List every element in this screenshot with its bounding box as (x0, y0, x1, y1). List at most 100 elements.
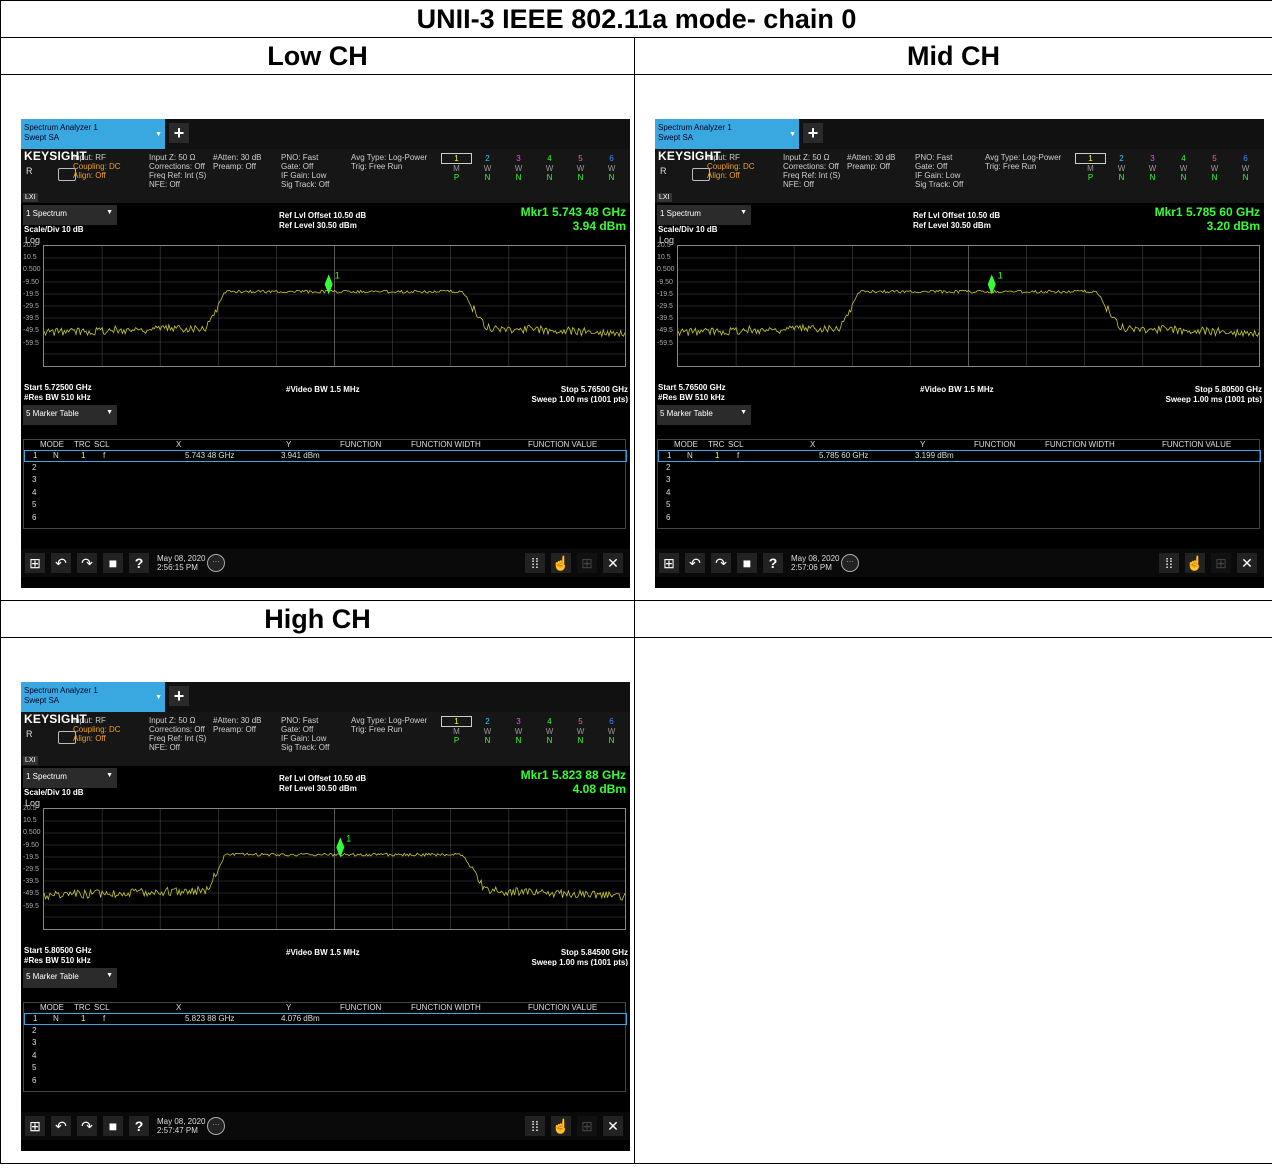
date: May 08, 2020 (791, 554, 840, 563)
avg-settings[interactable]: Avg Type: Log-Power Trig: Free Run (351, 716, 427, 734)
collapse-icon[interactable]: ✕ (603, 1116, 623, 1136)
atten-settings[interactable]: #Atten: 30 dB Preamp: Off (213, 153, 261, 171)
y-tick-label: -29.5 (23, 303, 39, 310)
marker-table[interactable]: MODE TRC SCL X Y FUNCTION FUNCTION WIDTH… (657, 439, 1261, 529)
spectrum-window-select[interactable]: 1 Spectrum ▼ (23, 768, 117, 788)
keypad-icon[interactable]: ⁞⁞ (1159, 553, 1179, 573)
keypad-icon[interactable]: ⁞⁞ (525, 1116, 545, 1136)
file-icon[interactable]: ■ (103, 553, 123, 573)
grid-layout-icon[interactable]: ⊞ (577, 553, 597, 573)
atten-settings[interactable]: #Atten: 30 dB Preamp: Off (847, 153, 895, 171)
table-row[interactable]: 4 (24, 488, 627, 500)
marker-table[interactable]: MODE TRC SCL X Y FUNCTION FUNCTION WIDTH… (23, 439, 627, 529)
system-icon[interactable] (58, 731, 76, 744)
windows-icon[interactable]: ⊞ (25, 553, 45, 573)
help-icon[interactable]: ? (129, 553, 149, 573)
help-icon[interactable]: ? (129, 1116, 149, 1136)
add-screen-button[interactable]: + (169, 123, 189, 143)
grid-layout-icon[interactable]: ⊞ (1211, 553, 1231, 573)
windows-icon[interactable]: ⊞ (659, 553, 679, 573)
row-y-value: 4.076 dBm (281, 1014, 320, 1023)
table-row[interactable]: 3 (24, 1038, 627, 1050)
tab-subtitle: Swept SA (24, 696, 60, 705)
trace-indicator[interactable]: 1 2 3 4 5 6 M W W W W W P N N N N N (1075, 153, 1264, 182)
redo-icon[interactable]: ↷ (711, 553, 731, 573)
tab-spectrum-analyzer[interactable]: Spectrum Analyzer 1 Swept SA ▼ (21, 119, 165, 149)
table-row[interactable]: 5 (24, 1063, 627, 1075)
undo-icon[interactable]: ↶ (51, 553, 71, 573)
touch-icon[interactable]: ☝ (1185, 553, 1205, 573)
marker-table-select[interactable]: 5 Marker Table ▼ (23, 968, 117, 988)
spectrum-window-label: 1 Spectrum (26, 772, 67, 781)
redo-icon[interactable]: ↷ (77, 1116, 97, 1136)
add-screen-button[interactable]: + (803, 123, 823, 143)
undo-icon[interactable]: ↶ (51, 1116, 71, 1136)
help-icon[interactable]: ? (763, 553, 783, 573)
ifgain-label: IF Gain: Low (915, 171, 961, 180)
input-z-settings[interactable]: Input Z: 50 Ω Corrections: Off Freq Ref:… (149, 153, 206, 189)
input-settings[interactable]: Input: RF Coupling: DC Align: Off (73, 153, 121, 180)
table-row[interactable]: 2 (24, 463, 627, 475)
table-row[interactable]: 6 (24, 513, 627, 525)
tab-spectrum-analyzer[interactable]: Spectrum Analyzer 1 Swept SA ▼ (21, 682, 165, 712)
marker-1[interactable]: 1 (324, 270, 340, 295)
marker-1[interactable]: 1 (987, 270, 1003, 295)
input-settings[interactable]: Input: RF Coupling: DC Align: Off (707, 153, 755, 180)
avg-settings[interactable]: Avg Type: Log-Power Trig: Free Run (351, 153, 427, 171)
table-row[interactable]: 2 (658, 463, 1261, 475)
y-tick-label: -39.5 (23, 878, 39, 886)
input-z-settings[interactable]: Input Z: 50 Ω Corrections: Off Freq Ref:… (149, 716, 206, 752)
spectrum-window-select[interactable]: 1 Spectrum ▼ (23, 205, 117, 225)
table-row[interactable]: 1 N 1 f 5.785 60 GHz 3.199 dBm (658, 450, 1261, 462)
table-row[interactable]: 6 (658, 513, 1261, 525)
system-icon[interactable] (58, 168, 76, 181)
windows-icon[interactable]: ⊞ (25, 1116, 45, 1136)
atten-settings[interactable]: #Atten: 30 dB Preamp: Off (213, 716, 261, 734)
pno-settings[interactable]: PNO: Fast Gate: Off IF Gain: Low Sig Tra… (281, 153, 329, 189)
collapse-icon[interactable]: ✕ (603, 553, 623, 573)
table-row[interactable]: 4 (24, 1051, 627, 1063)
chat-icon[interactable]: ··· (207, 554, 225, 572)
marker-table-select[interactable]: 5 Marker Table ▼ (23, 405, 117, 425)
grid-layout-icon[interactable]: ⊞ (577, 1116, 597, 1136)
marker-1[interactable]: 1 (336, 833, 351, 858)
table-row[interactable]: 1 N 1 f 5.743 48 GHz 3.941 dBm (24, 450, 627, 462)
touch-icon[interactable]: ☝ (551, 553, 571, 573)
chat-icon[interactable]: ··· (841, 554, 859, 572)
col-function-value: FUNCTION VALUE (528, 440, 598, 449)
trace-indicator[interactable]: 1 2 3 4 5 6 M W W W W W P N N N N N (441, 716, 630, 745)
table-row[interactable]: 2 (24, 1026, 627, 1038)
spectrum-plot[interactable]: 1 (43, 245, 626, 367)
chat-icon[interactable]: ··· (207, 1117, 225, 1135)
file-icon[interactable]: ■ (737, 553, 757, 573)
add-screen-button[interactable]: + (169, 686, 189, 706)
redo-icon[interactable]: ↷ (77, 553, 97, 573)
row-number: 6 (666, 512, 671, 522)
system-icon[interactable] (692, 168, 710, 181)
avg-settings[interactable]: Avg Type: Log-Power Trig: Free Run (985, 153, 1061, 171)
table-row[interactable]: 3 (24, 475, 627, 487)
table-row[interactable]: 3 (658, 475, 1261, 487)
trace-6-detector: N (608, 736, 615, 745)
table-row[interactable]: 1 N 1 f 5.823 88 GHz 4.076 dBm (24, 1013, 627, 1025)
table-row[interactable]: 5 (658, 500, 1261, 512)
pno-settings[interactable]: PNO: Fast Gate: Off IF Gain: Low Sig Tra… (915, 153, 963, 189)
touch-icon[interactable]: ☝ (551, 1116, 571, 1136)
file-icon[interactable]: ■ (103, 1116, 123, 1136)
marker-table-select[interactable]: 5 Marker Table ▼ (657, 405, 751, 425)
table-row[interactable]: 4 (658, 488, 1261, 500)
tab-spectrum-analyzer[interactable]: Spectrum Analyzer 1 Swept SA ▼ (655, 119, 799, 149)
undo-icon[interactable]: ↶ (685, 553, 705, 573)
input-settings[interactable]: Input: RF Coupling: DC Align: Off (73, 716, 121, 743)
table-row[interactable]: 6 (24, 1076, 627, 1088)
spectrum-window-select[interactable]: 1 Spectrum ▼ (657, 205, 751, 225)
spectrum-plot[interactable]: 1 (43, 808, 626, 930)
collapse-icon[interactable]: ✕ (1237, 553, 1257, 573)
marker-table[interactable]: MODE TRC SCL X Y FUNCTION FUNCTION WIDTH… (23, 1002, 627, 1092)
input-z-settings[interactable]: Input Z: 50 Ω Corrections: Off Freq Ref:… (783, 153, 840, 189)
table-row[interactable]: 5 (24, 500, 627, 512)
trace-indicator[interactable]: 1 2 3 4 5 6 M W W W W W P N N N N N (441, 153, 630, 182)
spectrum-plot[interactable]: 1 (677, 245, 1260, 367)
pno-settings[interactable]: PNO: Fast Gate: Off IF Gain: Low Sig Tra… (281, 716, 329, 752)
keypad-icon[interactable]: ⁞⁞ (525, 553, 545, 573)
